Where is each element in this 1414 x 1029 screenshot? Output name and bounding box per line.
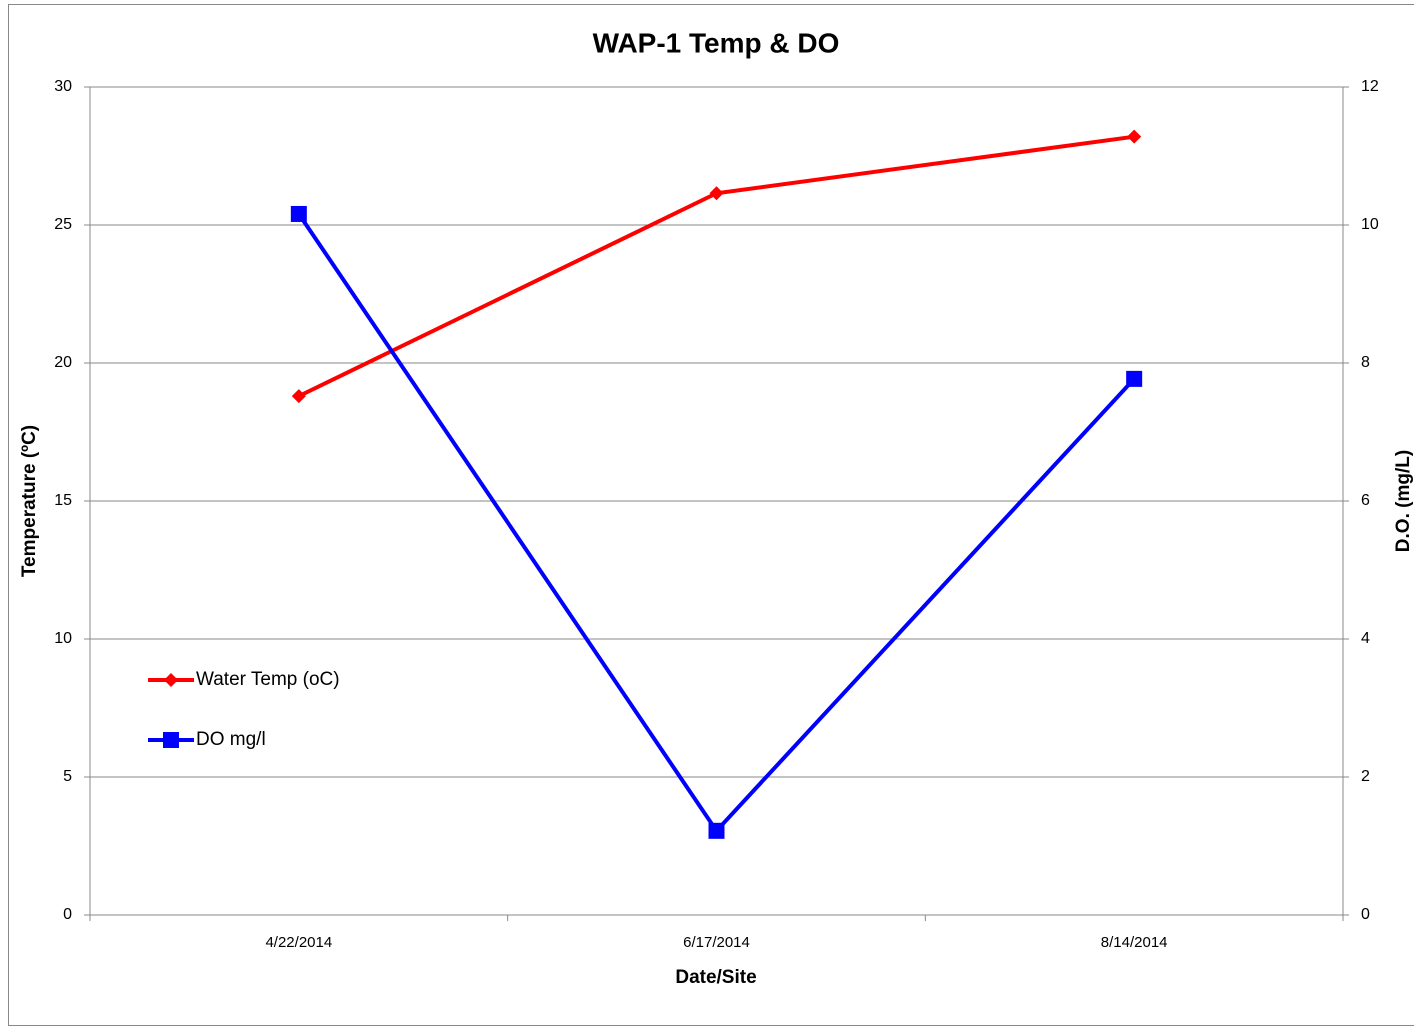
legend-label: Water Temp (oC) <box>196 669 340 690</box>
x-tick-label: 4/22/2014 <box>265 934 332 951</box>
y-tick-label: 30 <box>54 78 72 95</box>
legend-marker <box>164 673 178 687</box>
y2-tick-label: 10 <box>1361 216 1379 233</box>
legend-label: DO mg/l <box>196 729 266 750</box>
y2-tick-label: 2 <box>1361 768 1370 785</box>
x-tick-label: 6/17/2014 <box>683 934 750 951</box>
y-tick-label: 10 <box>54 630 72 647</box>
data-point <box>708 822 725 839</box>
y2-axis-title: D.O. (mg/L) <box>1393 450 1414 552</box>
y2-tick-label: 4 <box>1361 630 1370 647</box>
chart-border <box>8 4 1414 1026</box>
x-tick-label: 8/14/2014 <box>1101 934 1168 951</box>
y-tick-label: 15 <box>54 492 72 509</box>
y-tick-label: 20 <box>54 354 72 371</box>
y-tick-label: 0 <box>63 906 72 923</box>
y-tick-label: 25 <box>54 216 72 233</box>
y2-tick-label: 6 <box>1361 492 1370 509</box>
data-point <box>1126 370 1143 387</box>
y-axis-title: Temperature (ºC) <box>19 425 40 577</box>
x-axis-title: Date/Site <box>675 967 756 988</box>
data-point <box>290 205 307 222</box>
chart-title: WAP-1 Temp & DO <box>593 27 840 58</box>
legend-marker <box>163 732 179 748</box>
y2-tick-label: 12 <box>1361 78 1379 95</box>
data-point <box>709 186 724 201</box>
y-tick-label: 5 <box>63 768 72 785</box>
y2-tick-label: 0 <box>1361 906 1370 923</box>
data-point <box>1127 129 1142 144</box>
y2-tick-label: 8 <box>1361 354 1370 371</box>
data-point <box>291 389 306 404</box>
